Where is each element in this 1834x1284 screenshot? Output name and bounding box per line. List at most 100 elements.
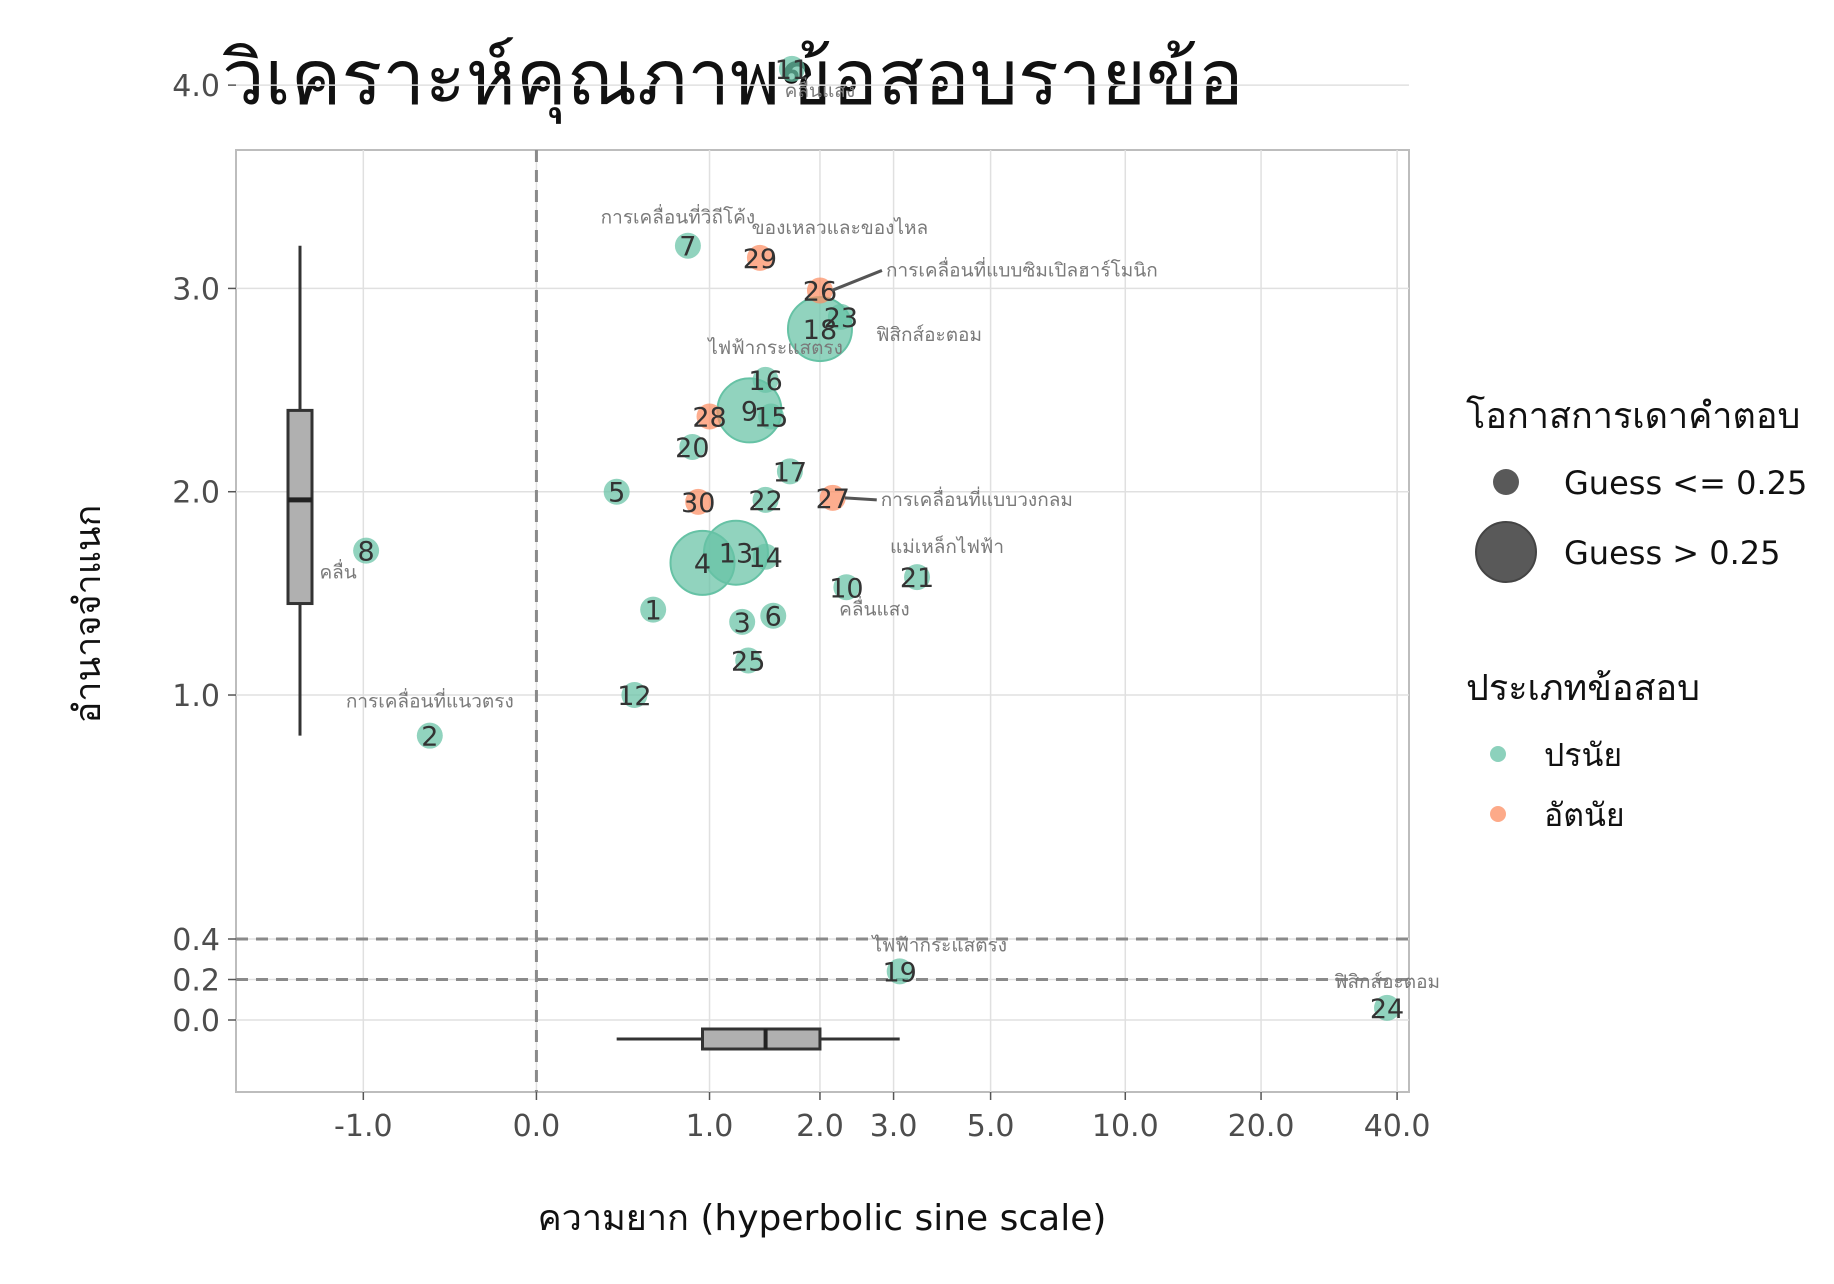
axis-ticks: -1.0 0.0 1.0 2.0 3.0 5.0 10.0 20.0 40.0 0.0 0.2 0.4…	[172, 69, 1430, 1144]
reference-lines	[236, 150, 1409, 1092]
data-point-8	[353, 537, 380, 564]
topic-leader-line	[831, 269, 883, 292]
point-label-13: 13	[719, 539, 753, 570]
legend-size-large-label: Guess > 0.25	[1564, 534, 1781, 572]
data-point-6	[760, 602, 787, 629]
legend: โอกาสการเดาคำตอบ Guess <= 0.25 Guess > 0…	[1466, 395, 1807, 834]
x-tick-label: 20.0	[1228, 1109, 1295, 1144]
data-point-26	[806, 277, 833, 304]
y-tick-label: 4.0	[172, 69, 220, 104]
point-label-27: 27	[816, 484, 850, 515]
topic-label-21: แม่เหล็กไฟฟ้า	[890, 534, 1004, 558]
point-label-21: 21	[900, 563, 934, 594]
data-point-21	[904, 564, 931, 591]
discrimination-box	[286, 408, 314, 606]
topic-label-16: ไฟฟ้ากระแสตรง	[706, 337, 843, 359]
legend-size-small-key	[1493, 469, 1519, 495]
y-tick-label: 0.4	[172, 923, 220, 958]
point-label-6: 6	[765, 602, 782, 633]
legend-size-small-label: Guess <= 0.25	[1564, 464, 1807, 502]
data-point-22	[752, 486, 779, 513]
chart-title: วิเคราะห์คุณภาพข้อสอบรายข้อ	[222, 33, 1244, 122]
point-label-8: 8	[358, 537, 375, 568]
point-label-10: 10	[829, 573, 863, 604]
legend-size-title: โอกาสการเดาคำตอบ	[1466, 395, 1800, 437]
x-tick-label: 1.0	[686, 1109, 734, 1144]
y-tick-label: 1.0	[172, 679, 220, 714]
legend-size-large-key	[1475, 521, 1537, 583]
data-point-27	[819, 484, 846, 511]
data-point-20	[679, 433, 706, 460]
legend-type-objective-label: ปรนัย	[1544, 736, 1622, 774]
topic-label-2: การเคลื่อนที่แนวตรง	[346, 688, 514, 713]
point-label-17: 17	[773, 457, 807, 488]
point-label-30: 30	[681, 488, 715, 519]
legend-type-title: ประเภทข้อสอบ	[1466, 668, 1700, 709]
point-label-23: 23	[824, 303, 858, 334]
topic-label-8: คลื่น	[319, 559, 356, 584]
data-point-12	[621, 682, 648, 709]
data-point-10	[833, 574, 860, 601]
x-axis-title: ความยาก (hyperbolic sine scale)	[538, 1198, 1107, 1239]
data-point-30	[685, 488, 712, 515]
point-label-22: 22	[748, 486, 782, 517]
legend-type-subjective-label: อัตนัย	[1544, 796, 1625, 834]
topic-label-10: คลื่นแสง	[839, 595, 909, 620]
y-axis-title: อำนาจจำแนก	[68, 505, 109, 724]
data-point-29	[746, 244, 773, 271]
topic-label-24: ฟิสิกส์อะตอม	[1334, 971, 1440, 993]
point-label-25: 25	[731, 646, 765, 677]
data-point-16	[752, 366, 779, 393]
data-point-24	[1374, 994, 1401, 1021]
point-label-2: 2	[421, 722, 438, 753]
x-tick-label: 40.0	[1364, 1109, 1431, 1144]
point-label-14: 14	[748, 543, 782, 574]
topic-leader-line	[844, 496, 877, 502]
topic-label-26: การเคลื่อนที่แบบซิมเปิลฮาร์โมนิก	[886, 256, 1158, 281]
x-tick-label: 10.0	[1092, 1109, 1159, 1144]
point-label-26: 26	[803, 276, 837, 307]
y-tick-label: 0.2	[172, 964, 220, 999]
data-point-23	[827, 303, 854, 330]
legend-type-objective-key	[1490, 746, 1506, 762]
data-point-28	[696, 403, 723, 430]
point-label-29: 29	[743, 244, 777, 275]
point-label-3: 3	[734, 608, 751, 639]
x-tick-label: -1.0	[334, 1109, 393, 1144]
data-point-3	[729, 608, 756, 635]
data-point-14	[752, 543, 779, 570]
point-label-1: 1	[645, 596, 662, 627]
legend-type-subjective-key	[1490, 806, 1506, 822]
point-label-18: 18	[803, 315, 837, 346]
point-label-15: 15	[754, 402, 788, 433]
point-label-20: 20	[675, 433, 709, 464]
point-label-19: 19	[883, 957, 917, 988]
topic-label-11: คลื่นแสง	[785, 77, 855, 102]
data-point-25	[735, 647, 762, 674]
data-point-15	[758, 403, 785, 430]
data-point-1	[640, 596, 667, 623]
x-tick-label: 0.0	[513, 1109, 561, 1144]
point-label-9: 9	[741, 396, 758, 427]
topic-label-7: การเคลื่อนที่วิถีโค้ง	[601, 204, 756, 229]
x-tick-label: 2.0	[796, 1109, 844, 1144]
point-label-28: 28	[692, 402, 726, 433]
point-label-24: 24	[1370, 994, 1404, 1025]
data-point-2	[416, 722, 443, 749]
topic-labels: การเคลื่อนที่แนวตรง การเคลื่อนที่วิถีโค้ง…	[319, 77, 1440, 993]
x-tick-label: 5.0	[967, 1109, 1015, 1144]
y-tick-label: 3.0	[172, 272, 220, 307]
data-points: 4913181235678101112141516171920212223242…	[353, 55, 1404, 1025]
point-label-4: 4	[694, 549, 711, 580]
data-point-7	[674, 232, 701, 259]
y-tick-label: 0.0	[172, 1004, 220, 1039]
y-tick-label: 2.0	[172, 476, 220, 511]
marginal-boxplots	[286, 245, 900, 1051]
topic-label-19: ไฟฟ้ากระแสตรง	[870, 934, 1007, 956]
topic-label-29: ของเหลวและของไหล	[752, 217, 929, 239]
data-point-5	[603, 478, 630, 505]
difficulty-box	[701, 1027, 822, 1051]
data-point-11	[778, 55, 805, 82]
point-label-11: 11	[775, 55, 809, 86]
